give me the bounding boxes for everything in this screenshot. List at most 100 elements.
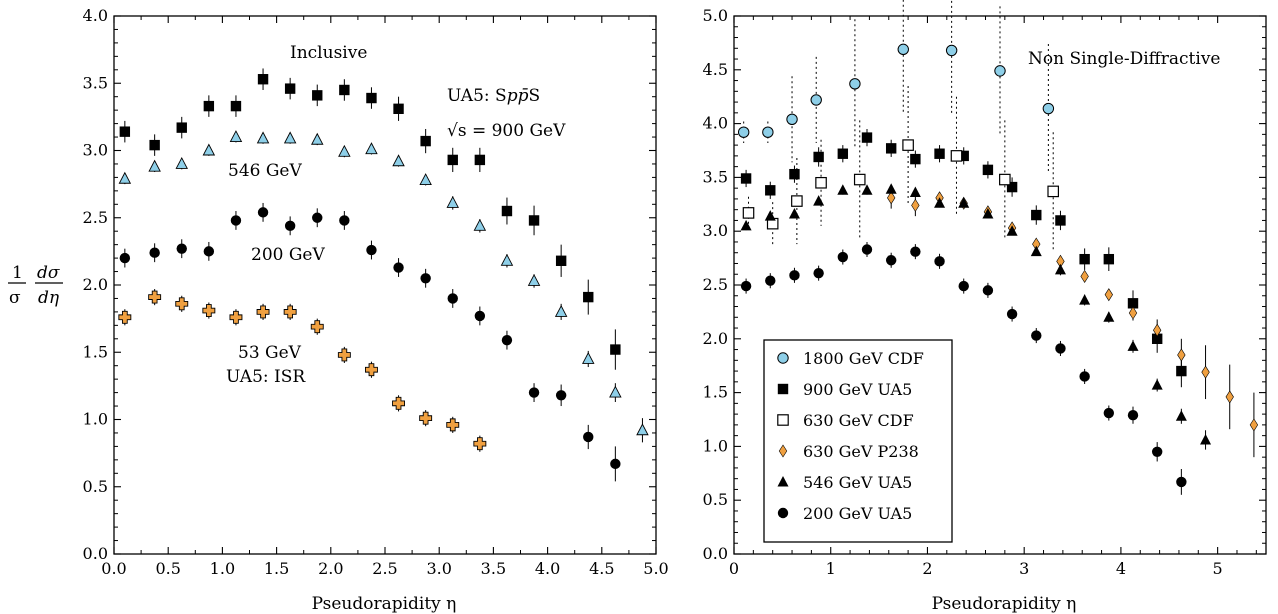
data-point	[119, 252, 131, 264]
experiment-label: UA5: Spp̄S	[447, 86, 540, 106]
data-point	[528, 215, 540, 226]
left-x-tick-label: 3.0	[426, 559, 451, 578]
right-x-tick-label: 4	[1116, 559, 1126, 578]
legend-label-630-gev-cdf: 630 GeV CDF	[803, 411, 914, 430]
data-point	[934, 148, 945, 159]
data-point	[176, 122, 187, 133]
data-point	[897, 43, 909, 56]
data-point	[339, 215, 350, 226]
legend-marker-630-gev-cdf	[777, 414, 789, 426]
data-point	[392, 154, 405, 167]
left-x-tick-label: 1.5	[264, 559, 289, 578]
data-point	[473, 437, 487, 451]
left-series-53-gev	[118, 289, 487, 452]
left-y-tick-label: 0.0	[83, 544, 108, 563]
data-point	[554, 304, 568, 317]
data-point	[1153, 323, 1162, 337]
ylabel-deta: dη	[38, 288, 60, 308]
data-point	[789, 168, 800, 180]
data-point	[861, 244, 873, 255]
data-point	[1006, 308, 1018, 320]
right-y-tick-label: 5.0	[703, 6, 728, 25]
data-point	[1104, 288, 1113, 302]
data-point	[1175, 410, 1187, 421]
left-x-tick-label: 4.5	[589, 559, 614, 578]
data-point	[256, 131, 270, 144]
right-y-tick-label: 0.0	[703, 544, 728, 563]
data-point	[1055, 215, 1066, 226]
left-x-tick-label: 4.0	[535, 559, 560, 578]
data-point	[230, 215, 242, 226]
data-point	[950, 150, 963, 162]
data-point	[1079, 371, 1090, 382]
left-plot-frame	[113, 15, 657, 555]
data-point	[202, 143, 216, 156]
data-point	[1176, 476, 1187, 488]
right-panel-nsd: 0 1 2 3 4 5 0.0 0.5 1.0 1.5 2.0 2.5 3.0 3.5 4.0 4.5 5.0	[703, 0, 1267, 578]
left-x-tick-label: 0.0	[101, 559, 126, 578]
data-point	[500, 253, 514, 266]
data-point	[337, 348, 351, 362]
data-point	[934, 197, 946, 208]
right-title: Non Single-Diffractive	[1028, 49, 1220, 69]
data-point	[885, 183, 897, 194]
data-point	[118, 310, 132, 324]
data-point	[837, 148, 849, 159]
data-point	[1176, 365, 1187, 377]
data-point	[392, 396, 405, 410]
data-point	[1103, 407, 1115, 419]
data-point	[887, 191, 896, 205]
data-point	[366, 92, 377, 104]
data-point	[202, 304, 216, 318]
data-point	[994, 65, 1006, 77]
data-point	[810, 94, 822, 106]
right-series-200-gev-ua5	[740, 241, 1187, 495]
data-point	[310, 320, 324, 334]
data-point	[1200, 433, 1212, 445]
data-point	[555, 390, 567, 401]
label-200-gev: 200 GeV	[251, 245, 325, 265]
right-y-tick-label: 4.0	[703, 114, 728, 133]
data-point	[1127, 298, 1139, 309]
data-point	[119, 126, 131, 137]
left-y-axis-title: 1 σ dσ dη	[8, 263, 63, 308]
data-point	[1055, 343, 1066, 354]
data-point	[582, 352, 595, 364]
left-y-tick-label: 0.5	[83, 477, 108, 496]
data-point	[902, 139, 914, 151]
data-point	[257, 74, 269, 85]
right-series-630-gev-cdf	[742, 85, 1059, 251]
data-point	[312, 90, 323, 101]
data-point	[149, 139, 160, 151]
sqrt-s-label: √s = 900 GeV	[447, 121, 566, 141]
data-point	[1006, 181, 1018, 193]
data-point	[447, 293, 458, 304]
left-y-tick-label: 2.0	[83, 275, 108, 294]
legend-marker-546-gev-ua5	[777, 476, 789, 487]
data-point	[393, 262, 404, 273]
left-series-200-gev	[119, 202, 621, 482]
data-point	[148, 159, 161, 172]
data-point	[1006, 225, 1018, 236]
data-point	[740, 280, 752, 292]
legend-marker-200-gev-ua5	[777, 507, 789, 519]
data-point	[229, 310, 243, 324]
data-point	[203, 100, 215, 112]
data-point	[837, 251, 849, 263]
left-y-tick-label: 4.0	[83, 6, 108, 25]
data-point	[230, 100, 242, 112]
data-point	[339, 84, 350, 96]
data-point	[312, 212, 323, 223]
data-point	[366, 244, 377, 256]
data-point	[982, 207, 994, 219]
legend-label-1800-gev-cdf: 1800 GeV CDF	[803, 349, 924, 368]
right-y-tick-label: 2.0	[703, 329, 728, 348]
data-point	[786, 113, 798, 125]
data-point	[583, 431, 594, 443]
data-point	[555, 255, 567, 266]
data-point	[765, 275, 776, 286]
data-point	[1151, 446, 1163, 457]
data-point	[982, 285, 994, 296]
data-point	[958, 150, 969, 162]
